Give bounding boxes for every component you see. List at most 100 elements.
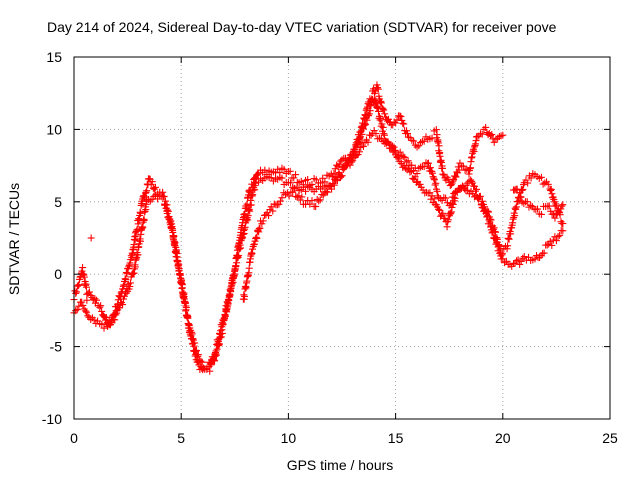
- data-point: [537, 210, 545, 218]
- data-point: [190, 342, 198, 350]
- data-point: [189, 335, 197, 343]
- data-point: [265, 212, 273, 220]
- data-point: [516, 260, 524, 268]
- data-point: [259, 217, 267, 225]
- data-point: [356, 134, 364, 142]
- data-point: [434, 205, 442, 213]
- data-point: [246, 207, 254, 215]
- data-point: [556, 209, 564, 217]
- data-point: [255, 228, 263, 236]
- chart-title: Day 214 of 2024, Sidereal Day-to-day VTE…: [47, 19, 557, 35]
- data-point: [218, 329, 226, 337]
- data-point: [392, 150, 400, 158]
- data-point: [428, 168, 436, 176]
- data-point: [119, 282, 127, 290]
- data-point: [193, 347, 201, 355]
- data-point: [377, 97, 385, 105]
- data-point: [380, 106, 388, 114]
- data-point: [80, 273, 88, 281]
- data-point: [280, 165, 288, 173]
- data-point: [544, 180, 552, 188]
- data-point: [189, 336, 197, 344]
- data-point: [413, 143, 421, 151]
- data-point: [355, 139, 363, 147]
- data-point: [318, 191, 326, 199]
- data-point: [363, 116, 371, 124]
- data-point: [491, 228, 499, 236]
- data-point: [511, 212, 519, 220]
- data-point: [519, 254, 527, 262]
- data-point: [212, 350, 220, 358]
- data-point: [507, 230, 515, 238]
- data-point: [443, 223, 451, 231]
- data-point: [126, 279, 134, 287]
- data-point: [213, 345, 221, 353]
- data-point: [269, 207, 277, 215]
- data-point: [358, 130, 366, 138]
- data-point: [439, 209, 447, 217]
- data-point: [450, 193, 458, 201]
- data-point: [235, 252, 243, 260]
- data-point: [490, 138, 498, 146]
- data-point: [504, 242, 512, 250]
- data-point: [87, 315, 95, 323]
- data-point: [362, 121, 370, 129]
- data-point: [333, 175, 341, 183]
- data-point: [393, 116, 401, 124]
- data-point: [439, 170, 447, 178]
- data-point: [436, 206, 444, 214]
- data-point: [537, 173, 545, 181]
- data-point: [493, 234, 501, 242]
- data-point: [212, 351, 220, 359]
- data-point: [517, 193, 525, 201]
- data-point: [559, 201, 567, 209]
- data-point: [142, 188, 150, 196]
- data-point: [215, 341, 223, 349]
- data-point: [150, 192, 158, 200]
- data-point: [292, 171, 300, 179]
- data-point: [122, 268, 130, 276]
- data-point: [424, 159, 432, 167]
- data-point: [472, 191, 480, 199]
- data-point: [306, 200, 314, 208]
- data-point: [431, 181, 439, 189]
- data-point: [499, 131, 507, 139]
- data-point: [406, 168, 414, 176]
- data-point: [374, 84, 382, 92]
- data-point: [252, 233, 260, 241]
- data-point: [73, 306, 81, 314]
- data-point: [171, 242, 179, 250]
- data-point: [120, 281, 128, 289]
- data-point: [396, 148, 404, 156]
- data-point: [253, 171, 261, 179]
- data-point: [482, 123, 490, 131]
- data-point: [404, 133, 412, 141]
- data-point: [420, 163, 428, 171]
- data-point: [396, 112, 404, 120]
- data-point: [512, 203, 520, 211]
- data-point: [79, 301, 87, 309]
- data-point: [122, 275, 130, 283]
- data-point: [160, 192, 168, 200]
- data-point: [261, 166, 269, 174]
- data-point: [549, 236, 557, 244]
- data-point: [250, 240, 258, 248]
- data-point: [141, 193, 149, 201]
- data-point: [365, 112, 373, 120]
- data-point: [97, 302, 105, 310]
- data-point: [188, 328, 196, 336]
- data-point: [79, 264, 87, 272]
- data-point: [408, 136, 416, 144]
- data-point: [390, 146, 398, 154]
- data-point: [527, 201, 535, 209]
- data-point: [478, 130, 486, 138]
- data-point: [191, 339, 199, 347]
- data-point: [283, 189, 291, 197]
- data-point: [468, 177, 476, 185]
- data-point: [548, 241, 556, 249]
- data-point: [429, 173, 437, 181]
- data-point: [524, 179, 532, 187]
- data-point: [113, 309, 121, 317]
- data-point: [278, 174, 286, 182]
- data-point: [379, 123, 387, 131]
